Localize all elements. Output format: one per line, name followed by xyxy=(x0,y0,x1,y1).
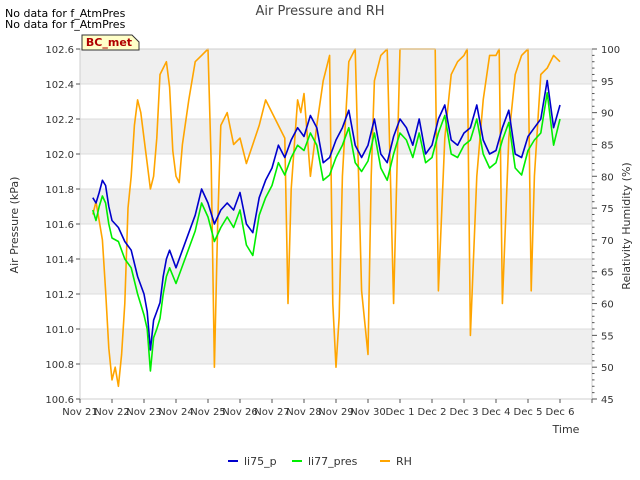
x-tick-label: Nov 26 xyxy=(222,407,257,418)
x-tick-label: Nov 30 xyxy=(350,407,385,418)
x-tick-label: Nov 28 xyxy=(286,407,321,418)
y-tick-label: 101.6 xyxy=(45,220,74,231)
y2-tick-label: 70 xyxy=(601,236,614,247)
y-axis-ticks: 100.6 100.8 101.0 101.2 101.4 101.6 101.8 102.0… xyxy=(45,45,80,406)
series-line-li75_p xyxy=(92,79,561,351)
x-tick-label: Nov 25 xyxy=(190,407,225,418)
x-tick-label: Nov 22 xyxy=(94,407,129,418)
x-tick-label: Dec 6 xyxy=(546,407,575,418)
y-tick-label: 101.4 xyxy=(45,255,74,266)
y2-tick-label: 95 xyxy=(601,77,614,88)
bc-met-badge: BC_met xyxy=(81,34,140,51)
background-band xyxy=(80,189,592,224)
x-tick-label: Dec 4 xyxy=(482,407,511,418)
y-tick-label: 102.2 xyxy=(45,115,74,126)
y-tick-label: 102.4 xyxy=(45,80,74,91)
y-tick-label: 100.6 xyxy=(45,395,74,406)
series-line-RH xyxy=(92,48,561,388)
background-band xyxy=(80,119,592,154)
legend-label-RH: RH xyxy=(396,455,412,468)
y2-tick-label: 65 xyxy=(601,268,614,279)
y2-tick-label: 55 xyxy=(601,331,614,342)
legend-label-li77_pres: li77_pres xyxy=(308,455,358,468)
legend: li75_p li77_pres RH xyxy=(228,455,412,468)
y-tick-label: 101.2 xyxy=(45,290,74,301)
x-axis-label: Time xyxy=(552,423,580,436)
x-tick-label: Dec 5 xyxy=(514,407,543,418)
y2-axis-ticks: 45 50 55 60 65 70 75 80 85 90 95 100 xyxy=(592,45,620,406)
y2-tick-label: 75 xyxy=(601,204,614,215)
background-band xyxy=(80,49,592,84)
legend-label-li75_p: li75_p xyxy=(244,455,277,468)
x-tick-label: Nov 27 xyxy=(254,407,289,418)
y2-tick-label: 80 xyxy=(601,172,614,183)
series-line-li77_pres xyxy=(92,92,561,372)
x-tick-label: Nov 21 xyxy=(62,407,97,418)
y2-tick-label: 90 xyxy=(601,109,614,120)
chart-title: Air Pressure and RH xyxy=(255,4,384,19)
x-tick-label: Nov 24 xyxy=(158,407,193,418)
no-data-note-1: No data for f_AtmPres xyxy=(5,7,126,20)
y2-tick-label: 60 xyxy=(601,300,614,311)
x-tick-label: Nov 29 xyxy=(318,407,353,418)
bc-met-badge-label: BC_met xyxy=(86,36,132,49)
y2-tick-label: 85 xyxy=(601,140,614,151)
x-tick-label: Dec 1 xyxy=(386,407,415,418)
x-tick-label: Dec 2 xyxy=(418,407,447,418)
y2-tick-label: 50 xyxy=(601,363,614,374)
y2-tick-label: 45 xyxy=(601,395,614,406)
y-tick-label: 101.8 xyxy=(45,185,74,196)
background-bands xyxy=(80,49,592,364)
background-band xyxy=(80,259,592,294)
y-tick-label: 100.8 xyxy=(45,360,74,371)
y2-axis-label: Relativity Humidity (%) xyxy=(620,162,633,289)
y-axis-label: Air Pressure (kPa) xyxy=(8,177,21,274)
series-lines xyxy=(92,48,561,388)
y-tick-label: 102.6 xyxy=(45,45,74,56)
no-data-note-2: No data for f_AtmPres xyxy=(5,18,126,31)
x-tick-label: Nov 23 xyxy=(126,407,161,418)
y-tick-label: 101.0 xyxy=(45,325,74,336)
y-tick-label: 102.0 xyxy=(45,150,74,161)
x-tick-label: Dec 3 xyxy=(450,407,479,418)
y2-tick-label: 100 xyxy=(601,45,620,56)
